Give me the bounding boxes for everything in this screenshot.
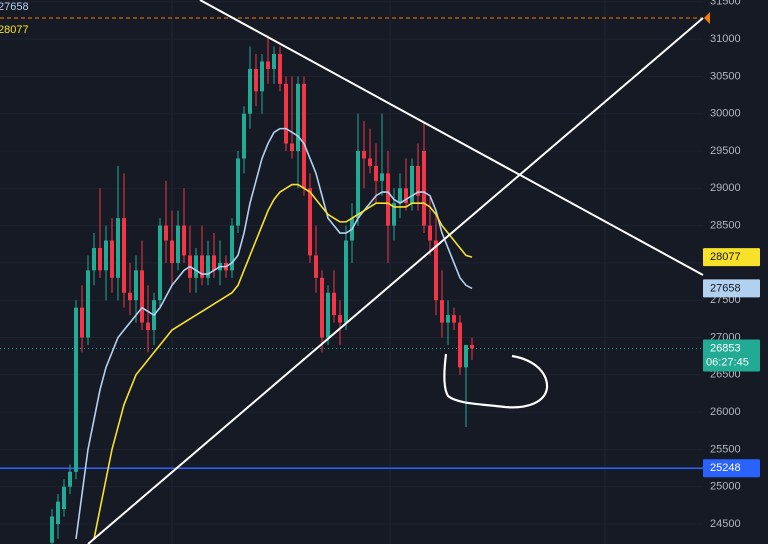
candle-body [134,270,138,301]
vertical-grid [171,0,606,544]
candle-body [320,277,324,338]
y-tick-label: 29500 [710,145,741,157]
y-tick-label: 26000 [710,406,741,418]
y-tick-label: 29000 [710,182,741,194]
candle-body [80,307,84,338]
candle-body [314,255,318,278]
candle-body [206,255,210,278]
alert-marker [704,12,710,24]
candle-body [56,501,60,525]
candle-body [110,240,114,278]
candle-body [332,292,336,316]
candle-body [164,225,168,241]
candle-body [116,218,120,278]
candle-body [362,150,366,159]
candle-body [242,113,246,159]
candle-body [452,315,456,323]
ma-price-label: 27658 [710,282,741,294]
candle-body [272,54,276,69]
candle-body [428,225,432,241]
candle-body [74,307,78,472]
hand-drawn-curve [443,353,549,409]
countdown: 06:27:45 [706,356,749,368]
candle-body [308,188,312,256]
candle-body [68,471,72,487]
candle-body [398,188,402,204]
ma-price-label-box [703,248,760,267]
y-tick-label: 31500 [710,0,741,8]
candle-body [410,165,414,204]
candle-body [182,225,186,256]
candle-body [392,203,396,226]
candle-body [434,240,438,301]
candle-body [464,344,468,368]
ma-price-label-box [703,279,760,298]
candle-body [302,83,306,189]
candle-body [440,300,444,323]
moving-average [75,127,473,540]
candle-body [422,150,426,226]
candle-body [200,255,204,278]
candle-body [248,68,252,114]
candle-body [284,83,288,144]
candle-body [278,54,282,84]
candle-body [458,322,462,368]
candle-body [380,173,384,181]
candle-body [266,61,270,69]
candle-body [416,165,420,196]
candle-body [104,240,108,271]
moving-average [93,183,473,540]
candle-body [98,247,102,271]
y-tick-label: 31000 [710,33,741,45]
candle-body [296,83,300,151]
candle-body [338,315,342,323]
trend-line [199,0,704,276]
ma-legend-value: 28077 [0,24,29,36]
candle-body [170,240,174,263]
candle-body [212,255,216,271]
price-line-label: 25248 [710,462,741,474]
candle-body [230,225,234,271]
y-tick-label: 25500 [710,443,741,455]
y-tick-label: 30000 [710,108,741,120]
y-tick-label: 28500 [710,220,741,232]
candle-body [470,344,474,349]
candle-body [236,158,240,226]
candle-body [326,292,330,338]
candle-body [374,165,378,181]
ma-legend-value: 27658 [0,1,29,13]
candle-body [122,218,126,293]
candle-body [146,322,150,331]
candle-body [128,292,132,301]
candle-body [62,486,66,510]
candle-body [386,173,390,226]
candle-body [446,315,450,323]
candle-body [260,61,264,92]
y-tick-label: 30500 [710,70,741,82]
candle-body [254,68,258,92]
y-tick-label: 26500 [710,369,741,381]
candle-body [92,247,96,271]
price-line-label-box [703,459,760,478]
candle-body [50,516,54,543]
y-tick-label: 25000 [710,481,741,493]
last-price-box [703,339,760,372]
candle-body [194,255,198,278]
candle-body [290,143,294,151]
candle-body [140,270,144,323]
ma-price-label: 28077 [710,251,741,263]
candle-body [158,225,162,301]
candle-body [176,225,180,263]
last-price-label: 26853 [710,342,741,354]
candle-body [86,270,90,338]
candle-body [344,240,348,323]
candle-body [356,150,360,219]
trend-line [87,17,704,544]
candle-body [368,158,372,166]
y-tick-label: 24500 [710,518,741,530]
candle-body [404,188,408,204]
